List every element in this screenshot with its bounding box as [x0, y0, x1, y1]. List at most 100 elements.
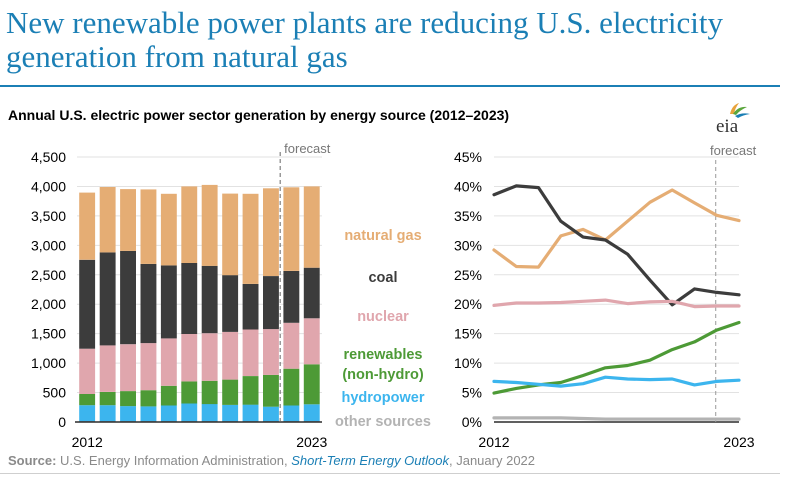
logo-flame-green: [733, 106, 747, 115]
y-tick-label: 500: [43, 385, 67, 401]
bar-natural-gas-2021: [263, 188, 279, 276]
bar-renewables-non-hydro-2020: [242, 376, 259, 405]
legend-other-sources: other sources: [335, 414, 431, 430]
bar-nuclear-2020: [242, 329, 259, 376]
bar-renewables-non-hydro-2012: [79, 394, 96, 406]
bar-nuclear-2019: [222, 332, 239, 380]
bar-natural-gas-2015: [140, 189, 157, 264]
bar-coal-2014: [120, 250, 136, 345]
y-tick-label: 0: [58, 414, 66, 430]
y-tick-label: 10%: [454, 355, 482, 371]
line-coal: [492, 184, 741, 307]
forecast-label: forecast: [284, 141, 331, 156]
bar-nuclear-2012: [79, 348, 96, 394]
y-tick-label: 2,500: [31, 267, 66, 283]
bar-renewables-non-hydro-2014: [120, 391, 136, 407]
legend-hydropower: hydropower: [342, 390, 425, 406]
title-divider: [0, 85, 780, 87]
bar-renewables-non-hydro-2018: [201, 380, 218, 405]
y-tick-label: 3,500: [31, 208, 66, 224]
source-text: U.S. Energy Information Administration,: [56, 453, 292, 468]
bar-coal-2022: [283, 271, 300, 323]
source-label: Source:: [8, 453, 57, 468]
bar-renewables-non-hydro-2023: [303, 364, 320, 405]
bar-coal-2016: [160, 265, 177, 339]
bar-nuclear-2014: [120, 344, 136, 392]
bar-hydropower-2021: [263, 406, 279, 422]
bar-hydropower-2015: [140, 406, 157, 422]
bar-hydropower-2013: [99, 405, 116, 422]
bar-coal-2018: [201, 265, 218, 334]
bar-natural-gas-2019: [222, 193, 239, 276]
bar-hydropower-2017: [181, 403, 198, 422]
bar-coal-2023: [303, 267, 320, 319]
logo-text: eia: [716, 116, 739, 136]
bar-natural-gas-2014: [120, 189, 136, 251]
bar-natural-gas-2012: [79, 192, 96, 260]
bar-coal-2020: [242, 283, 259, 330]
bar-hydropower-2018: [201, 404, 218, 422]
bar-coal-2015: [140, 263, 157, 344]
line-other-sources: [492, 416, 741, 421]
y-tick-label: 0%: [462, 414, 482, 430]
bar-natural-gas-2023: [303, 186, 320, 268]
y-tick-label: 45%: [454, 149, 482, 165]
line-natural-gas: [492, 188, 741, 269]
bar-coal-2021: [263, 276, 279, 330]
forecast-label: forecast: [710, 143, 757, 158]
bar-natural-gas-2020: [242, 193, 259, 284]
bar-hydropower-2012: [79, 405, 96, 422]
bar-coal-2013: [99, 252, 116, 346]
y-tick-label: 5%: [462, 385, 482, 401]
share-line-chart: 0% 5% 10% 15% 20% 25% 30% 35% 40% 45% forecast 2012…: [454, 143, 757, 450]
legend-line: renewables: [344, 347, 423, 363]
bar-nuclear-2016: [160, 338, 177, 386]
stacked-bar-chart: 0 500 1,000 1,500 2,000 2,500 3,000 3,500 4,000 4…: [31, 141, 331, 450]
legend: natural gas coal nuclear renewables (non-hyd…: [335, 228, 431, 430]
y-tick-label: 20%: [454, 296, 482, 312]
chart-subtitle: Annual U.S. electric power sector genera…: [8, 107, 510, 123]
x-tick-label: 2023: [723, 434, 754, 450]
bar-hydropower-2016: [160, 405, 177, 422]
y-tick-label: 2,000: [31, 296, 66, 312]
bar-nuclear-2017: [181, 334, 198, 382]
legend-natural-gas: natural gas: [344, 228, 421, 244]
y-tick-label: 25%: [454, 267, 482, 283]
bar-renewables-non-hydro-2019: [222, 379, 239, 405]
eia-logo: eia: [716, 103, 750, 136]
bar-hydropower-2023: [303, 404, 320, 422]
bottom-divider: [0, 473, 780, 474]
source-note: Source: U.S. Energy Information Administ…: [8, 453, 535, 468]
legend-nuclear: nuclear: [357, 309, 409, 325]
bar-coal-2019: [222, 275, 239, 332]
bar-renewables-non-hydro-2017: [181, 381, 198, 404]
bar-renewables-non-hydro-2015: [140, 390, 157, 407]
bar-coal-2017: [181, 263, 198, 334]
bar-natural-gas-2013: [99, 187, 116, 253]
bar-nuclear-2021: [263, 329, 279, 375]
y-tick-label: 15%: [454, 326, 482, 342]
x-tick-label: 2012: [478, 434, 509, 450]
logo-flame-blue: [735, 113, 750, 118]
y-tick-label: 3,000: [31, 237, 66, 253]
source-date: , January 2022: [449, 453, 536, 468]
bar-hydropower-2020: [242, 404, 259, 422]
y-tick-label: 40%: [454, 178, 482, 194]
headline: New renewable power plants are reducing …: [6, 5, 724, 74]
legend-coal: coal: [368, 270, 397, 286]
source-publication-link[interactable]: Short-Term Energy Outlook: [291, 453, 449, 468]
bar-nuclear-2015: [140, 343, 157, 391]
bar-renewables-non-hydro-2022: [283, 368, 300, 406]
x-tick-label: 2012: [72, 434, 103, 450]
legend-renewables-non-hydro: renewables (non-hydro): [342, 347, 424, 383]
bar-hydropower-2022: [283, 405, 300, 422]
bar-renewables-non-hydro-2021: [263, 374, 279, 407]
x-tick-label: 2023: [296, 434, 327, 450]
y-tick-label: 1,500: [31, 326, 66, 342]
bar-natural-gas-2022: [283, 187, 300, 271]
bar-nuclear-2013: [99, 345, 116, 392]
line-hydropower: [492, 375, 741, 388]
bar-nuclear-2018: [201, 333, 218, 381]
bar-natural-gas-2017: [181, 186, 198, 263]
